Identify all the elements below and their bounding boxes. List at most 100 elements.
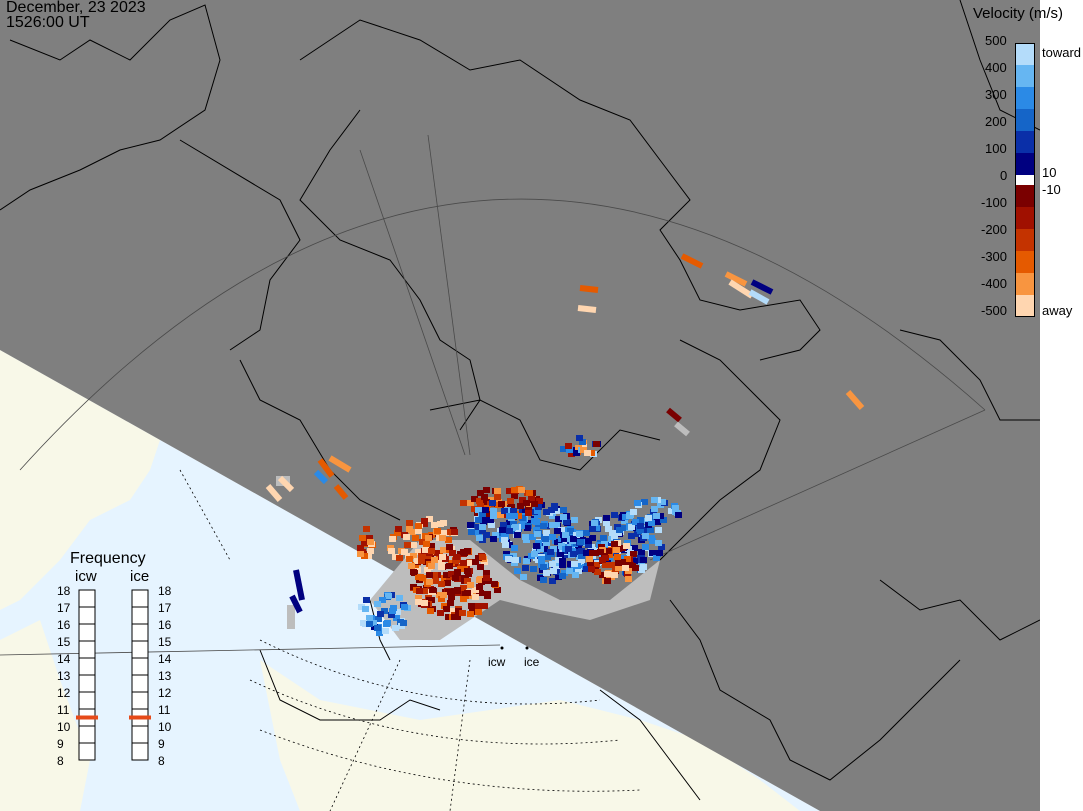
echo-cell bbox=[490, 536, 497, 542]
echo-cell bbox=[374, 601, 381, 607]
echo-cell bbox=[455, 608, 462, 614]
frequency-bin bbox=[78, 742, 96, 761]
echo-cell bbox=[555, 516, 562, 522]
echo-cell bbox=[384, 620, 391, 626]
echo-cell bbox=[566, 447, 573, 453]
echo-cell bbox=[572, 572, 579, 578]
echo-cell bbox=[548, 507, 555, 513]
echo-cell bbox=[526, 490, 533, 496]
echo-cell bbox=[523, 500, 530, 506]
echo-beam-segment bbox=[750, 279, 774, 295]
echo-cell bbox=[583, 566, 590, 572]
echo-cell bbox=[510, 553, 517, 559]
echo-cell bbox=[436, 592, 443, 598]
echo-cell bbox=[410, 553, 417, 559]
frequency-bars bbox=[76, 589, 151, 761]
echo-cell bbox=[672, 505, 679, 511]
echo-cell bbox=[481, 603, 488, 609]
echo-cell bbox=[448, 571, 455, 577]
radar-sites bbox=[500, 646, 529, 650]
echo-cell bbox=[500, 522, 507, 528]
echo-cell bbox=[359, 535, 366, 541]
echo-cell bbox=[475, 603, 482, 609]
echo-cell bbox=[479, 512, 486, 518]
echo-cell bbox=[566, 568, 573, 574]
echo-cell bbox=[477, 564, 484, 570]
site-label-ice: ice bbox=[524, 655, 540, 669]
echo-cell bbox=[447, 600, 454, 606]
echo-cell bbox=[419, 575, 426, 581]
date-label: December, 23 2023 bbox=[6, 0, 146, 16]
echo-cell bbox=[589, 550, 596, 556]
frequency-bin bbox=[78, 623, 96, 642]
echo-cell bbox=[576, 435, 583, 441]
velocity-tick-label: 10 bbox=[1042, 165, 1057, 180]
frequency-tick-label: 12 bbox=[158, 686, 172, 700]
echo-cell bbox=[522, 565, 529, 571]
echo-cell bbox=[381, 608, 388, 614]
echo-cell bbox=[366, 621, 373, 627]
echo-cell bbox=[653, 513, 660, 519]
colorbar-cell-away bbox=[1015, 185, 1035, 207]
echo-cell bbox=[484, 591, 491, 597]
colorbar-cell-toward bbox=[1015, 109, 1035, 131]
frequency-tick-label: 17 bbox=[57, 601, 71, 615]
frequency-tick-label: 10 bbox=[158, 720, 172, 734]
echo-cell bbox=[389, 608, 396, 614]
echo-cell bbox=[396, 595, 403, 601]
day-grid bbox=[179, 469, 641, 811]
echo-cell bbox=[370, 620, 377, 626]
echo-cell bbox=[615, 560, 622, 566]
echo-cell bbox=[555, 557, 562, 563]
echo-cell bbox=[628, 533, 635, 539]
echo-cell bbox=[538, 556, 545, 562]
echo-cell bbox=[540, 577, 547, 583]
echo-cell bbox=[422, 547, 429, 553]
echo-cell bbox=[448, 594, 455, 600]
frequency-tick-label: 9 bbox=[57, 737, 64, 751]
echo-cell bbox=[611, 572, 618, 578]
echo-cell bbox=[593, 441, 600, 447]
echo-cell bbox=[619, 559, 626, 565]
echo-beam-segment bbox=[293, 569, 305, 601]
echo-cell bbox=[406, 556, 413, 562]
echo-cell bbox=[586, 556, 593, 562]
frequency-tick-label: 15 bbox=[57, 635, 71, 649]
echo-cell bbox=[363, 526, 370, 532]
echo-cell bbox=[570, 551, 577, 557]
echo-cell bbox=[464, 548, 471, 554]
echo-cell bbox=[554, 528, 561, 534]
echo-cell bbox=[409, 529, 416, 535]
echo-cell bbox=[447, 529, 454, 535]
echo-cell bbox=[479, 554, 486, 560]
echo-cell bbox=[489, 500, 496, 506]
echo-cell bbox=[609, 562, 616, 568]
echo-cell bbox=[475, 530, 482, 536]
echo-cell bbox=[490, 508, 497, 514]
echo-beam-segment bbox=[313, 469, 329, 485]
echo-cell bbox=[452, 558, 459, 564]
echo-cell bbox=[465, 560, 472, 566]
echo-cell bbox=[523, 558, 530, 564]
echo-cell bbox=[422, 588, 429, 594]
echo-cell bbox=[591, 520, 598, 526]
echo-cell bbox=[460, 560, 467, 566]
echo-cell bbox=[501, 537, 508, 543]
echo-cell bbox=[494, 488, 501, 494]
echo-cell bbox=[529, 534, 536, 540]
echo-cell bbox=[575, 568, 582, 574]
echo-cell bbox=[501, 508, 508, 514]
echo-cell bbox=[467, 522, 474, 528]
echo-cell bbox=[563, 519, 570, 525]
echo-cell bbox=[511, 493, 518, 499]
echo-cell bbox=[611, 512, 618, 518]
frequency-tick-label: 8 bbox=[57, 754, 64, 768]
echo-cell bbox=[604, 571, 611, 577]
echo-cell bbox=[517, 503, 524, 509]
echo-cell bbox=[404, 542, 411, 548]
echo-cell bbox=[602, 562, 609, 568]
echo-cell bbox=[619, 545, 626, 551]
echo-beam-segment bbox=[845, 390, 865, 410]
echo-cell bbox=[494, 494, 501, 500]
echo-cell bbox=[605, 548, 612, 554]
